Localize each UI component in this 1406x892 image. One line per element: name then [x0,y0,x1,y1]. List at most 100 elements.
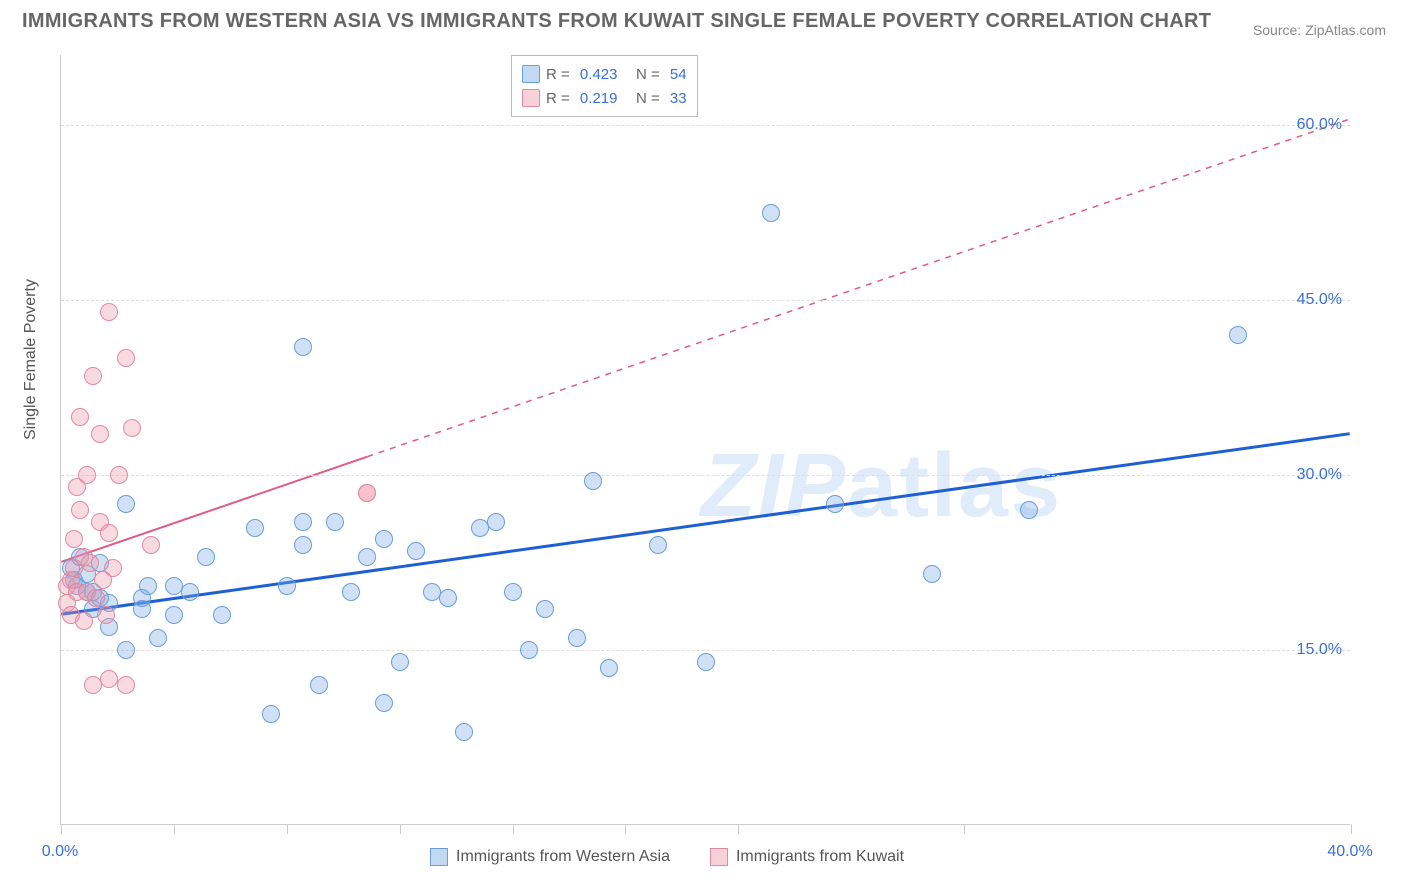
data-point [649,536,667,554]
x-tick [1351,824,1352,834]
x-tick [625,824,626,834]
data-point [504,583,522,601]
legend-correlation: R = 0.423 N = 54 R = 0.219 N = 33 [511,55,698,117]
watermark-atlas: atlas [847,436,1062,536]
data-point [246,519,264,537]
gridline [61,125,1350,126]
data-point [326,513,344,531]
legend-swatch-icon [522,65,540,83]
x-tick [738,824,739,834]
data-point [104,559,122,577]
y-tick-label: 45.0% [1297,291,1342,309]
legend-swatch-icon [522,89,540,107]
data-point [1229,326,1247,344]
data-point [407,542,425,560]
data-point [375,530,393,548]
source-label: Source: ZipAtlas.com [1253,22,1386,38]
data-point [81,554,99,572]
gridline [61,475,1350,476]
y-tick-label: 60.0% [1297,116,1342,134]
x-tick [287,824,288,834]
data-point [294,338,312,356]
data-point [520,641,538,659]
watermark-zip: ZIP [701,436,847,536]
n-label: N = [623,66,659,83]
data-point [117,676,135,694]
data-point [439,589,457,607]
data-point [139,577,157,595]
x-tick-label: 40.0% [1327,843,1372,861]
r-value: 0.219 [576,90,618,107]
r-value: 0.423 [576,66,618,83]
y-axis-label: Single Female Poverty [22,279,40,440]
n-value: 54 [666,66,687,83]
x-tick [964,824,965,834]
y-tick-label: 15.0% [1297,641,1342,659]
data-point [536,600,554,618]
x-tick-label: 0.0% [42,843,78,861]
data-point [142,536,160,554]
data-point [123,419,141,437]
trend-line [61,457,367,562]
data-point [342,583,360,601]
data-point [568,629,586,647]
data-point [84,367,102,385]
legend-row: R = 0.219 N = 33 [522,86,687,110]
data-point [375,694,393,712]
data-point [487,513,505,531]
legend-item: Immigrants from Kuwait [710,848,904,866]
chart-plot-area: ZIPatlas R = 0.423 N = 54 R = 0.219 N = 3… [60,55,1350,825]
data-point [278,577,296,595]
data-point [1020,501,1038,519]
data-point [78,466,96,484]
data-point [165,606,183,624]
data-point [358,548,376,566]
y-tick-label: 30.0% [1297,466,1342,484]
data-point [600,659,618,677]
data-point [358,484,376,502]
data-point [826,495,844,513]
data-point [294,513,312,531]
data-point [455,723,473,741]
gridline [61,650,1350,651]
data-point [71,501,89,519]
x-tick [61,824,62,834]
data-point [391,653,409,671]
r-label: R = [546,90,570,107]
n-label: N = [623,90,659,107]
data-point [117,349,135,367]
data-point [100,524,118,542]
legend-series: Immigrants from Western Asia Immigrants f… [430,848,904,866]
legend-label: Immigrants from Western Asia [456,848,670,866]
data-point [87,589,105,607]
legend-item: Immigrants from Western Asia [430,848,670,866]
data-point [117,495,135,513]
data-point [75,612,93,630]
trend-line-extrapolated [367,119,1349,457]
n-value: 33 [666,90,687,107]
data-point [110,466,128,484]
data-point [262,705,280,723]
data-point [149,629,167,647]
data-point [100,303,118,321]
x-tick [513,824,514,834]
data-point [762,204,780,222]
legend-swatch-icon [430,848,448,866]
chart-title: IMMIGRANTS FROM WESTERN ASIA VS IMMIGRAN… [22,10,1211,33]
watermark: ZIPatlas [701,435,1062,538]
data-point [117,641,135,659]
data-point [294,536,312,554]
x-tick [400,824,401,834]
data-point [181,583,199,601]
r-label: R = [546,66,570,83]
gridline [61,300,1350,301]
data-point [197,548,215,566]
data-point [91,425,109,443]
data-point [213,606,231,624]
data-point [310,676,328,694]
data-point [65,530,83,548]
data-point [71,408,89,426]
data-point [97,606,115,624]
data-point [697,653,715,671]
x-tick [174,824,175,834]
